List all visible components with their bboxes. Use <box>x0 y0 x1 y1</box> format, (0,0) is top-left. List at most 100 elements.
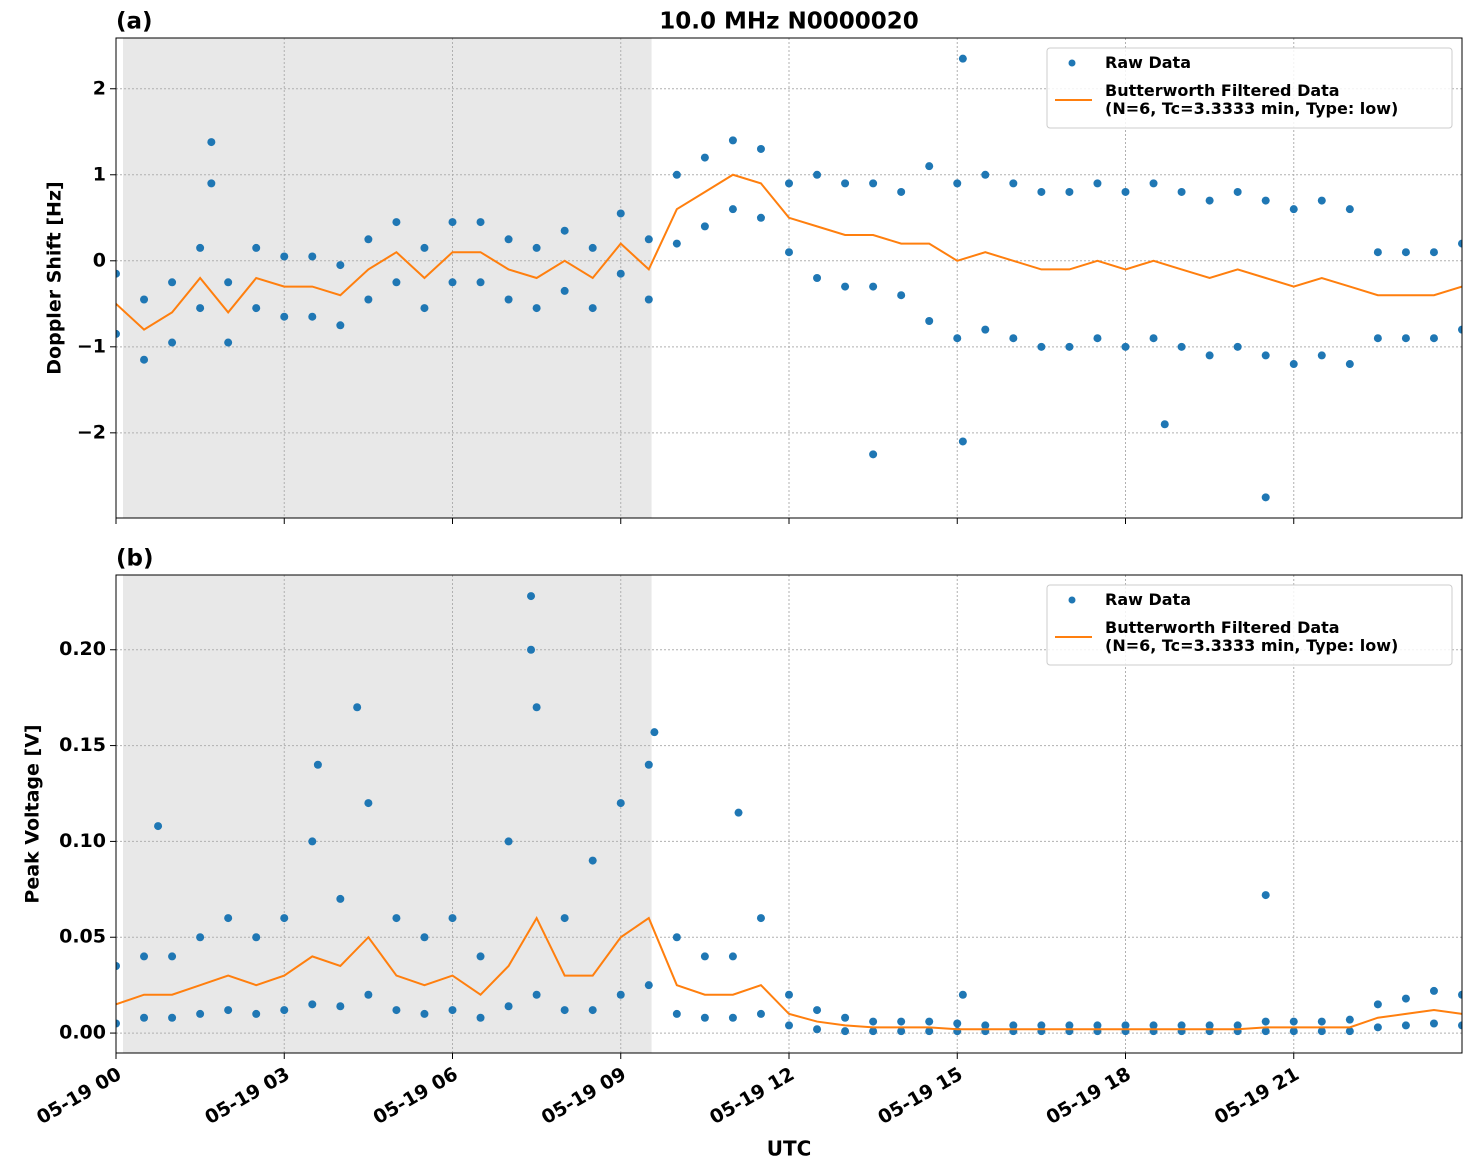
raw-point <box>588 243 597 252</box>
raw-point <box>308 252 317 261</box>
raw-point <box>308 837 317 846</box>
raw-point <box>981 325 990 334</box>
raw-point <box>897 187 906 196</box>
raw-point <box>785 1021 793 1030</box>
raw-point <box>1373 1023 1382 1032</box>
raw-point <box>1149 179 1158 188</box>
raw-point <box>841 1013 850 1022</box>
shaded-span <box>123 575 652 1053</box>
raw-point <box>785 179 793 188</box>
y-tick-label: 0.00 <box>59 1022 106 1044</box>
raw-point <box>1401 248 1410 257</box>
raw-point <box>756 144 765 153</box>
legend-marker <box>1068 59 1076 67</box>
raw-point <box>420 933 429 942</box>
plot-area <box>116 54 1462 502</box>
raw-point <box>140 355 149 364</box>
raw-point <box>925 1027 934 1036</box>
raw-point <box>207 179 216 188</box>
raw-point <box>958 437 967 446</box>
panel-label: (b) <box>116 546 154 572</box>
raw-point <box>672 170 681 179</box>
raw-point <box>196 243 205 252</box>
raw-point <box>504 235 513 244</box>
raw-point <box>869 1017 878 1026</box>
raw-point <box>953 334 962 343</box>
raw-point <box>1149 1021 1158 1030</box>
raw-point <box>364 295 373 304</box>
raw-point <box>168 952 177 961</box>
raw-point <box>1458 239 1462 248</box>
raw-point <box>1261 1017 1270 1026</box>
raw-point <box>1345 1027 1354 1036</box>
raw-point <box>252 243 261 252</box>
raw-point <box>1065 342 1074 351</box>
raw-point <box>841 1027 850 1036</box>
raw-point <box>897 1027 906 1036</box>
raw-point <box>813 1006 822 1015</box>
y-tick-label: −1 <box>77 335 106 357</box>
raw-point <box>1289 360 1298 369</box>
raw-point <box>813 170 822 179</box>
x-axis-label: UTC <box>767 1137 812 1161</box>
raw-point <box>1037 1021 1046 1030</box>
raw-point <box>925 317 934 326</box>
raw-point <box>616 799 625 808</box>
raw-point <box>420 243 429 252</box>
raw-point <box>252 933 261 942</box>
raw-point <box>353 703 362 712</box>
raw-point <box>756 213 765 222</box>
y-tick-label: 2 <box>93 77 106 99</box>
raw-point <box>476 1013 485 1022</box>
x-tick-label: 05-19 00 <box>33 1063 125 1129</box>
raw-point <box>616 209 625 218</box>
raw-point <box>280 1006 289 1015</box>
raw-point <box>476 278 485 287</box>
raw-point <box>588 1006 597 1015</box>
filtered-line <box>116 173 1462 331</box>
raw-point <box>953 1019 962 1028</box>
raw-point <box>527 592 536 601</box>
raw-point <box>1401 334 1410 343</box>
raw-point <box>728 952 737 961</box>
raw-point <box>1261 196 1270 205</box>
raw-point <box>1177 1021 1186 1030</box>
raw-point <box>1317 1017 1326 1026</box>
raw-point <box>700 153 709 162</box>
raw-point <box>1093 334 1102 343</box>
raw-point <box>756 1009 765 1018</box>
raw-point <box>925 162 934 171</box>
raw-point <box>336 1002 345 1011</box>
raw-point <box>1037 342 1046 351</box>
legend-label: Raw Data <box>1105 590 1191 609</box>
x-tick-label: 05-19 18 <box>1042 1063 1134 1129</box>
raw-point <box>1261 1027 1270 1036</box>
raw-point <box>672 239 681 248</box>
x-tick-label: 05-19 12 <box>706 1063 798 1129</box>
raw-point <box>672 933 681 942</box>
raw-point <box>560 226 569 235</box>
x-tick-label: 05-19 06 <box>369 1063 461 1129</box>
raw-point <box>140 952 149 961</box>
raw-point <box>1205 196 1214 205</box>
raw-point <box>1373 1000 1382 1009</box>
raw-point <box>1429 248 1438 257</box>
raw-point <box>532 304 541 313</box>
y-axis-label: Doppler Shift [Hz] <box>44 181 66 374</box>
raw-point <box>1345 360 1354 369</box>
raw-point <box>1373 248 1382 257</box>
raw-point <box>1317 196 1326 205</box>
raw-point <box>532 990 541 999</box>
raw-point <box>1289 1027 1298 1036</box>
raw-point <box>869 450 878 459</box>
raw-point <box>560 1006 569 1015</box>
raw-point <box>448 218 457 227</box>
y-axis-label: Peak Voltage [V] <box>22 724 44 903</box>
raw-point <box>392 218 401 227</box>
raw-point <box>1065 187 1074 196</box>
raw-point <box>168 338 177 347</box>
axes-frame <box>115 574 1463 1054</box>
raw-point <box>140 295 149 304</box>
y-tick-label: 0.20 <box>59 638 106 660</box>
raw-point <box>644 295 653 304</box>
